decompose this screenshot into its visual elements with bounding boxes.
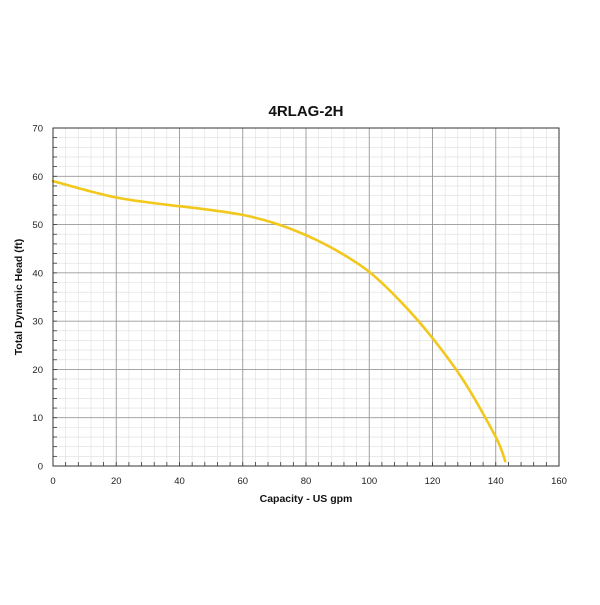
x-tick-label: 120 [425, 476, 441, 487]
x-tick-label: 40 [174, 476, 185, 487]
grid [52, 127, 560, 467]
plot-frame [52, 127, 560, 467]
x-tick-label: 140 [488, 476, 504, 487]
x-tick-label: 100 [361, 476, 377, 487]
y-tick-label: 40 [32, 268, 43, 279]
pump-curve-line [51, 179, 507, 463]
y-tick-label: 50 [32, 220, 43, 231]
chart-title: 4RLAG-2H [268, 103, 343, 120]
y-tick-label: 20 [32, 365, 43, 376]
y-axis-label: Total Dynamic Head (ft) [13, 239, 25, 355]
y-tick-label: 60 [32, 172, 43, 183]
tick-labels: 0 20 40 60 80 100 120 140 160 0 10 20 30 40 50 60 70 [32, 124, 567, 488]
x-tick-label: 80 [301, 476, 312, 487]
x-tick-label: 20 [111, 476, 122, 487]
axis-ticks [52, 127, 560, 467]
series-layer [51, 179, 507, 463]
y-tick-label: 0 [38, 462, 43, 473]
x-axis-label: Capacity - US gpm [260, 493, 353, 505]
x-tick-label: 160 [551, 476, 567, 487]
x-tick-label: 60 [237, 476, 248, 487]
y-tick-label: 70 [32, 124, 43, 135]
y-tick-label: 30 [32, 317, 43, 328]
y-tick-label: 10 [32, 413, 43, 424]
x-tick-label: 0 [50, 476, 55, 487]
